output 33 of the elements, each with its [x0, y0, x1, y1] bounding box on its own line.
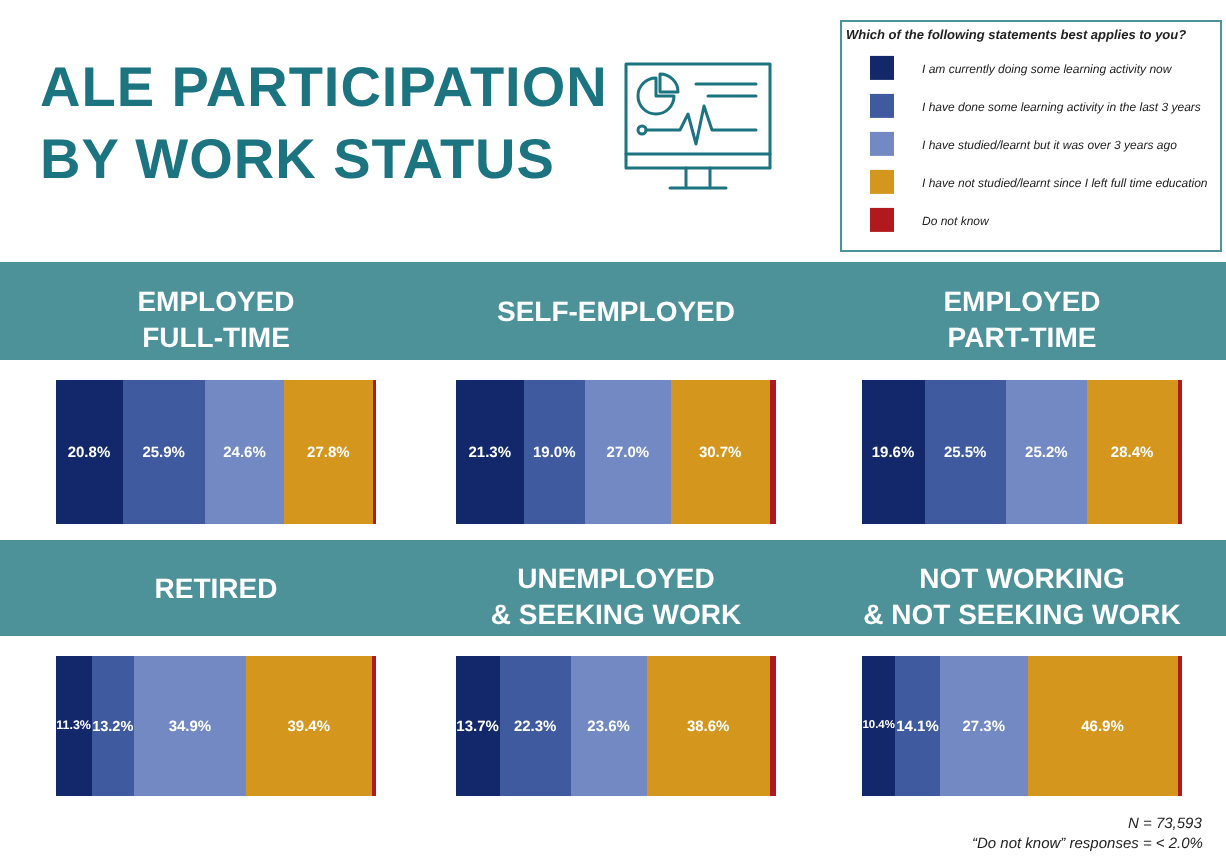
- bar: [769, 380, 776, 524]
- chart-title: RETIRED: [154, 571, 278, 604]
- text: ALE PARTICIPATION BY WORK STATUS: [40, 54, 610, 195]
- bar: [895, 656, 941, 796]
- chart-title: NOT WORKING & NOT SEEKING WORK: [863, 562, 1181, 631]
- chart-title: EMPLOYED PART-TIME: [943, 285, 1101, 354]
- bar: [862, 380, 925, 524]
- chart-title: UNEMPLOYED & SEEKING WORK: [490, 562, 742, 631]
- bar: [1006, 380, 1087, 524]
- bar: [246, 656, 373, 796]
- bar: [584, 380, 672, 524]
- bar: [134, 656, 247, 796]
- bar: [571, 656, 647, 796]
- chart-title: SELF-EMPLOYED: [496, 294, 736, 327]
- bar: [56, 380, 123, 524]
- bar: [862, 656, 896, 796]
- bar: [646, 656, 771, 796]
- bar: [1086, 380, 1178, 524]
- bar: [205, 380, 285, 524]
- chart-title: EMPLOYED FULL-TIME: [137, 285, 295, 354]
- bar: [456, 656, 500, 796]
- bar: [524, 380, 585, 524]
- bar: [1027, 656, 1178, 796]
- bar: [940, 656, 1028, 796]
- bar: [92, 656, 135, 796]
- bar: [924, 380, 1007, 524]
- bar: [770, 656, 776, 796]
- bar: [499, 656, 572, 796]
- bar: [456, 380, 525, 524]
- bar: [671, 380, 770, 524]
- bar: [56, 656, 93, 796]
- bar: [284, 380, 374, 524]
- bar: [122, 380, 206, 524]
